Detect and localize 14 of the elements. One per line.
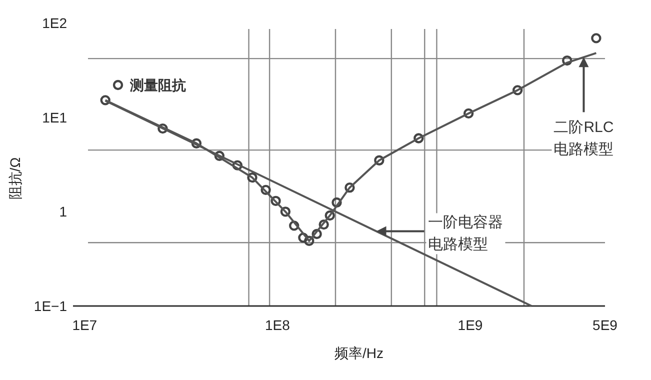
- legend: 测量阻抗: [112, 77, 186, 93]
- y-axis-title: 阻抗/Ω: [7, 157, 23, 200]
- y-tick-label: 1E2: [42, 15, 68, 31]
- y-tick-label: 1E1: [42, 109, 68, 126]
- x-tick-label: 1E8: [264, 317, 290, 333]
- annotation: 一阶电容器电路模型: [428, 214, 504, 254]
- x-tick-label: 1E9: [458, 317, 483, 333]
- x-tick-label: 1E7: [72, 317, 98, 333]
- y-tick-label: 1: [59, 204, 68, 220]
- legend-label: 测量阻抗: [129, 77, 186, 93]
- y-tick-label: 1E−1: [34, 298, 68, 314]
- annotation: 二阶RLC电路模型: [554, 119, 614, 158]
- x-axis-title: 频率/Hz: [334, 345, 384, 361]
- x-tick-label: 5E9: [592, 317, 618, 333]
